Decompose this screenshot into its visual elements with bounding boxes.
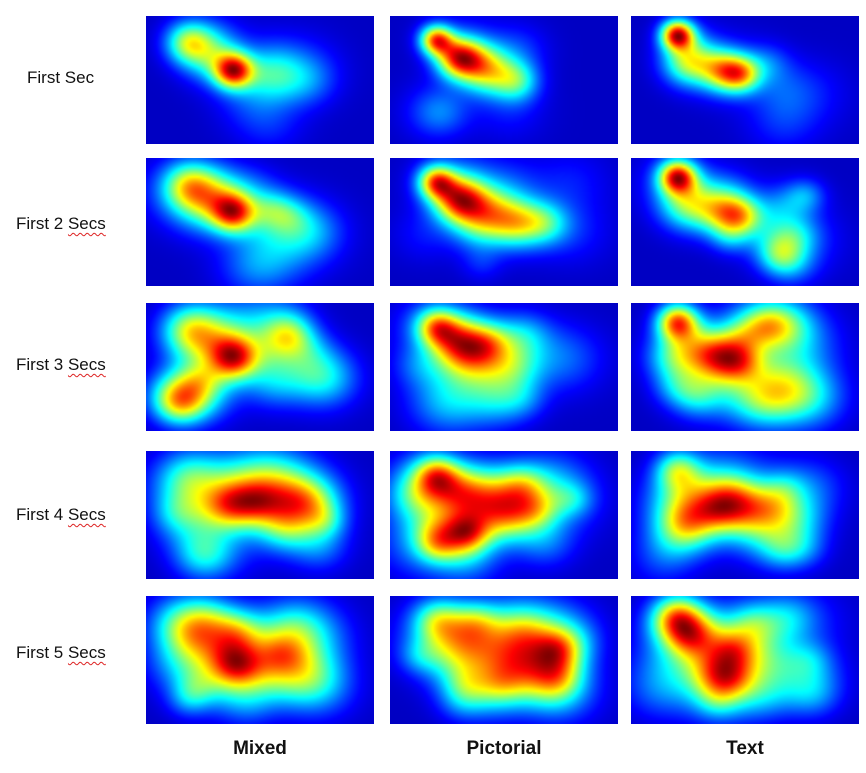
row-label: First Sec [27, 68, 95, 87]
column-label: Text [726, 738, 764, 759]
column-label: Pictorial [466, 738, 542, 759]
column-label: Mixed [233, 738, 287, 759]
heatmap-cell [390, 16, 618, 144]
heatmap-cell [146, 158, 374, 286]
row-label: First 4 Secs [16, 505, 106, 524]
heatmap-cell [390, 596, 618, 724]
row-label: First 2 Secs [16, 214, 106, 233]
heatmap-cell [631, 303, 859, 431]
heatmap-cell [631, 16, 859, 144]
heatmap-cell [390, 158, 618, 286]
heatmap-cell [631, 596, 859, 724]
row-label: First 3 Secs [16, 355, 106, 374]
heatmap-cell [390, 451, 618, 579]
heatmap-cell [390, 303, 618, 431]
heatmap-cell [146, 16, 374, 144]
heatmap-cell [631, 158, 859, 286]
heatmap-cell [146, 303, 374, 431]
heatmap-cell [146, 596, 374, 724]
row-label: First 5 Secs [16, 643, 106, 662]
heatmap-cell [631, 451, 859, 579]
heatmap-cell [146, 451, 374, 579]
